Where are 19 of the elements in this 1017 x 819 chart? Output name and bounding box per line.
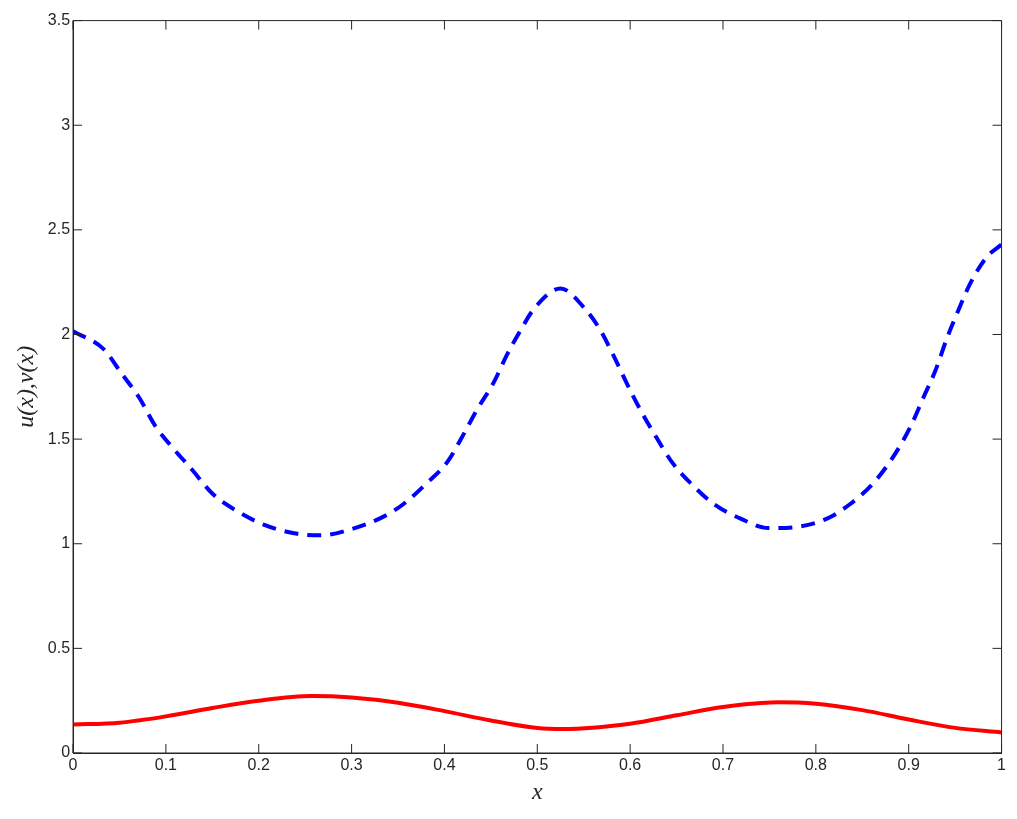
y-tick-label: 0.5	[47, 638, 71, 656]
y-tick-label: 3	[61, 115, 71, 133]
x-axis-title: x	[530, 777, 543, 804]
x-tick-label: 1	[997, 756, 1007, 774]
y-tick-label: 2	[61, 324, 71, 342]
y-tick-label: 2.5	[47, 220, 71, 238]
x-tick-label: 0.8	[804, 756, 828, 774]
x-tick-label: 0.3	[340, 756, 363, 774]
x-tick-label: 0.2	[247, 756, 270, 774]
x-tick-label: 0.5	[526, 756, 549, 774]
x-tick-label: 0.4	[433, 756, 456, 774]
y-tick-label: 3.5	[47, 11, 71, 29]
y-axis-title: u(x),v(x)	[11, 345, 38, 428]
y-tick-label: 1	[61, 534, 71, 552]
x-tick-label: 0.7	[711, 756, 735, 774]
y-tick-label: 1.5	[47, 429, 71, 447]
x-tick-label: 0.9	[897, 756, 920, 774]
x-tick-label: 0.6	[619, 756, 642, 774]
x-tick-label: 0.1	[154, 756, 178, 774]
